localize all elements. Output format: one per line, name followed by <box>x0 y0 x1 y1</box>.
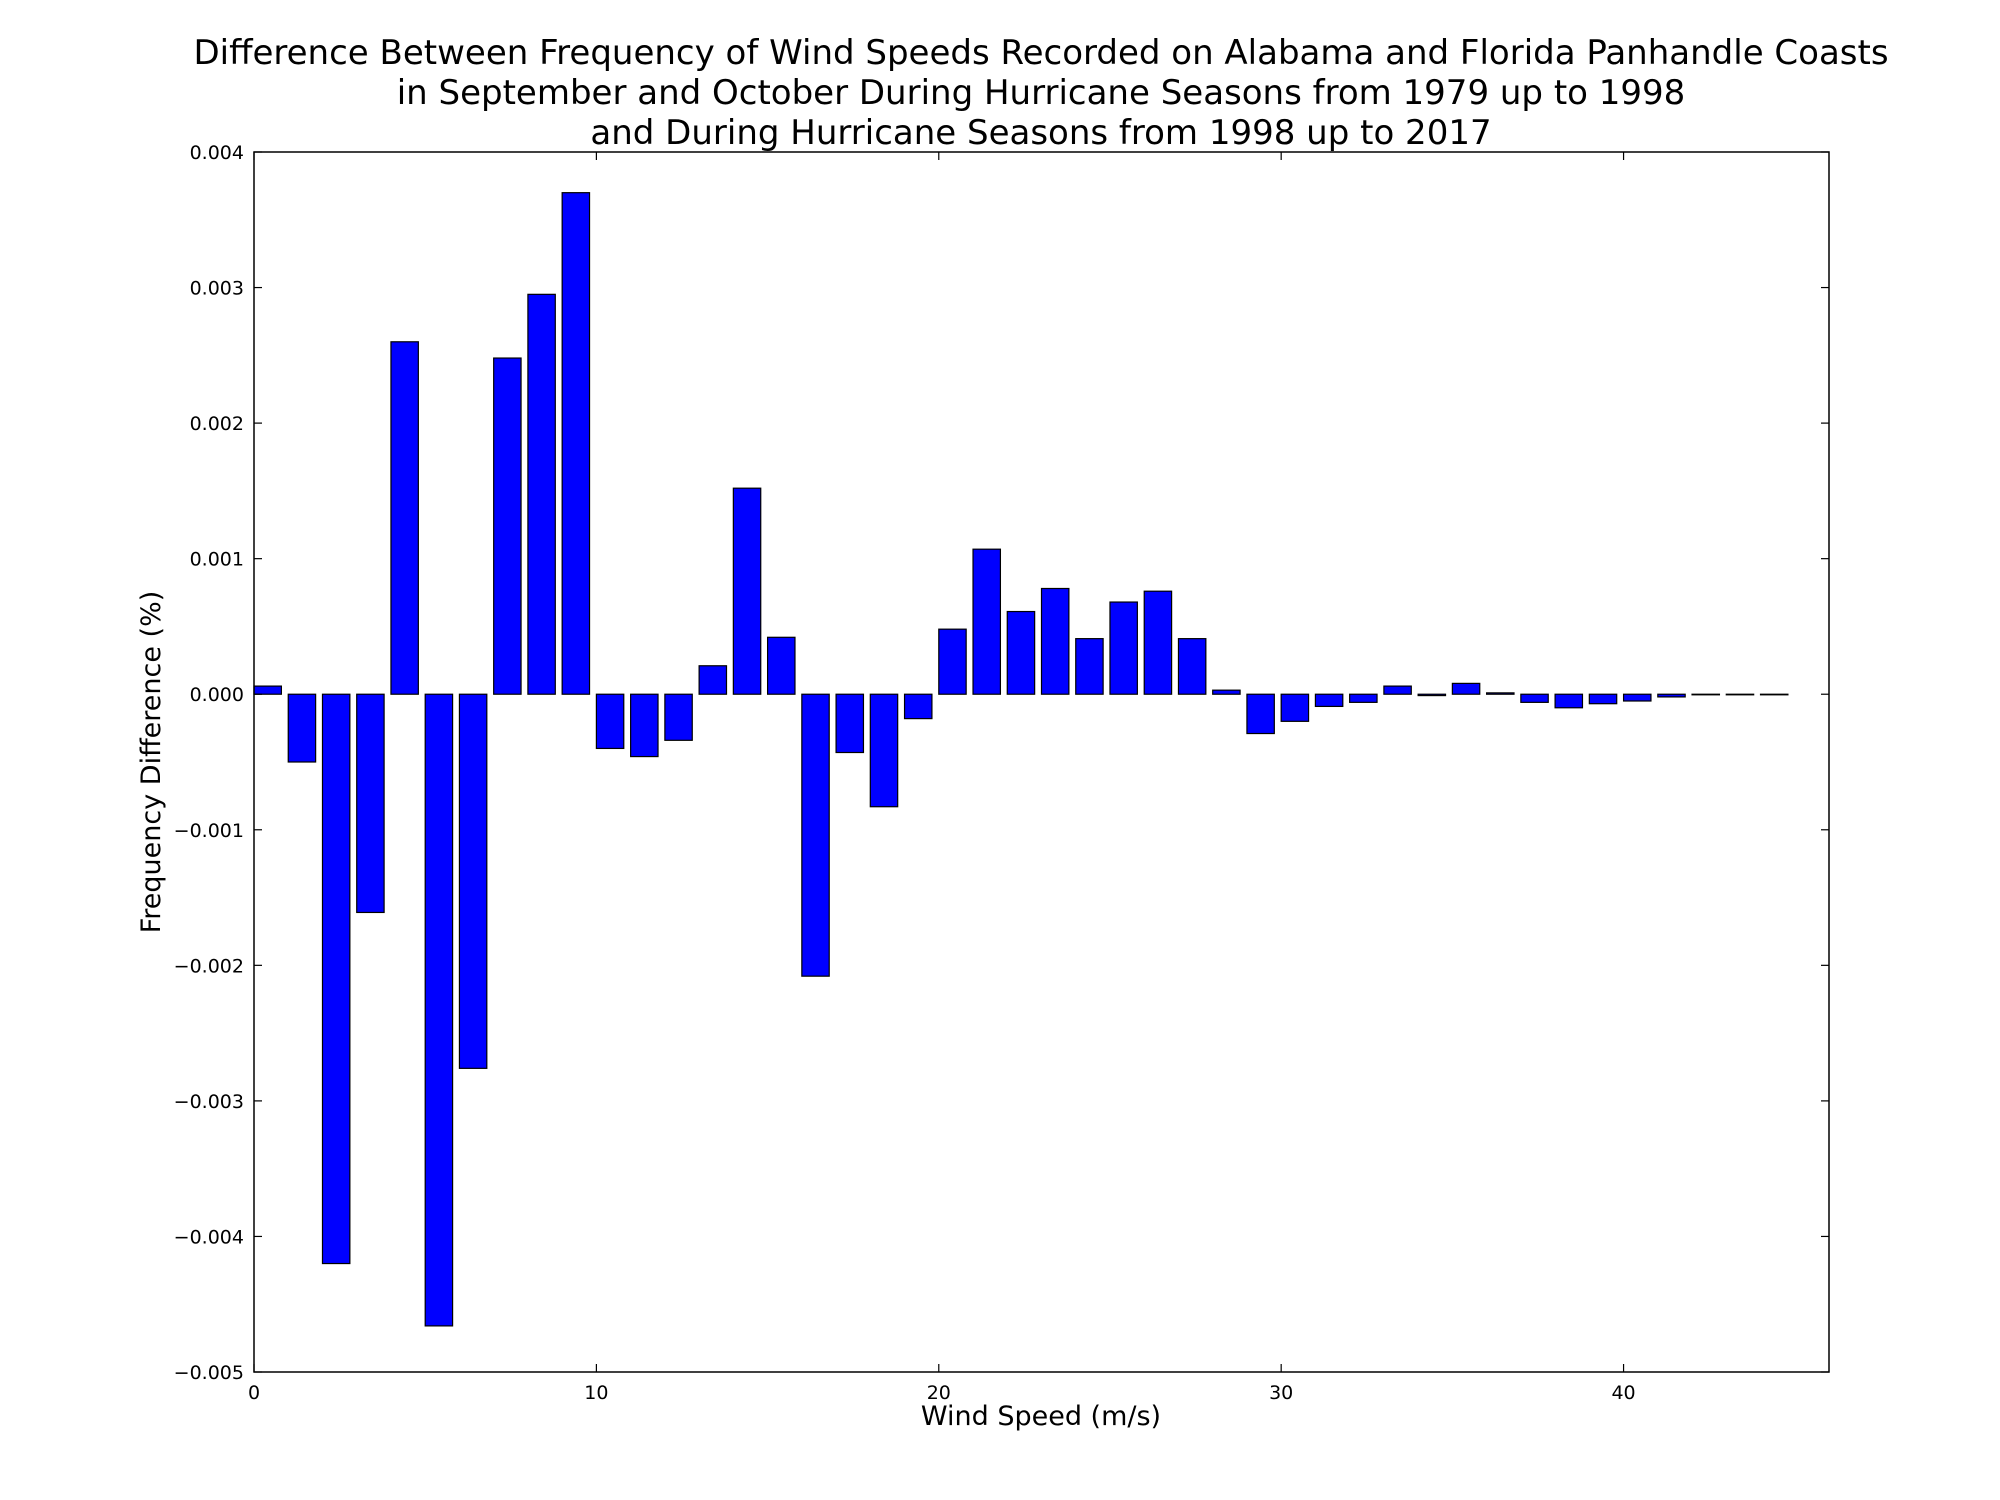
bar-24 <box>1075 638 1104 695</box>
bar-36 <box>1486 692 1515 695</box>
bar-0 <box>253 685 282 695</box>
bar-25 <box>1109 601 1138 695</box>
bar-11 <box>630 693 659 758</box>
y-tick-label: 0.001 <box>190 549 244 571</box>
bar-series <box>253 192 1789 1327</box>
bar-27 <box>1177 638 1207 695</box>
bar-30 <box>1280 693 1310 722</box>
bar-29 <box>1246 693 1275 735</box>
chart-title-line-3: and During Hurricane Seasons from 1998 u… <box>590 113 1491 153</box>
y-tick-label: 0.000 <box>190 684 244 706</box>
bar-9 <box>561 192 591 695</box>
chart-title-line-2: in September and October During Hurrican… <box>397 73 1686 113</box>
bar-40 <box>1622 693 1652 702</box>
bar-4 <box>390 341 419 695</box>
bar-2 <box>321 693 351 1265</box>
bar-32 <box>1349 693 1378 703</box>
x-tick-label: 0 <box>248 1382 260 1404</box>
y-tick-label: 0.002 <box>190 413 244 435</box>
bar-19 <box>903 693 933 720</box>
x-tick-label: 40 <box>1611 1382 1635 1404</box>
bar-18 <box>869 693 899 808</box>
bar-44 <box>1759 693 1789 696</box>
bar-28 <box>1212 689 1241 695</box>
bar-13 <box>698 665 728 695</box>
bar-17 <box>835 693 865 754</box>
x-tick-label: 20 <box>927 1382 951 1404</box>
bar-22 <box>1006 610 1036 695</box>
y-tick-label: −0.005 <box>174 1362 244 1384</box>
x-tick-label: 10 <box>584 1382 608 1404</box>
bar-42 <box>1691 693 1721 696</box>
x-tick-label: 30 <box>1269 1382 1293 1404</box>
bar-21 <box>972 548 1002 695</box>
y-tick-label: −0.003 <box>174 1091 244 1113</box>
bar-39 <box>1588 693 1618 705</box>
bar-33 <box>1383 685 1412 695</box>
bar-1 <box>287 693 317 763</box>
bar-5 <box>424 693 454 1327</box>
y-tick-label: −0.001 <box>174 820 244 842</box>
chart-title: Difference Between Frequency of Wind Spe… <box>193 33 1888 153</box>
bar-37 <box>1520 693 1549 703</box>
bar-20 <box>938 628 967 695</box>
y-tick-label: −0.004 <box>174 1226 244 1248</box>
bar-41 <box>1657 693 1686 698</box>
y-axis-ticks: −0.005 −0.004 −0.003 −0.002 −0.001 0.000 0.001… <box>174 142 1829 1384</box>
x-axis-ticks: 0 10 20 30 40 <box>248 152 1636 1404</box>
chart-title-line-1: Difference Between Frequency of Wind Spe… <box>193 33 1888 73</box>
bar-10 <box>595 693 625 750</box>
bar-7 <box>493 357 522 695</box>
bar-6 <box>458 693 488 1069</box>
bar-35 <box>1451 682 1481 695</box>
x-axis-label: Wind Speed (m/s) <box>921 1401 1161 1432</box>
y-tick-label: 0.003 <box>190 278 244 300</box>
bar-26 <box>1143 590 1173 695</box>
bar-31 <box>1314 693 1344 708</box>
plot-frame <box>253 151 1830 1373</box>
bar-23 <box>1040 587 1070 695</box>
y-tick-label: 0.004 <box>190 142 244 164</box>
bar-12 <box>664 693 693 741</box>
bar-15 <box>766 636 796 695</box>
bar-14 <box>732 487 762 695</box>
y-axis-label: Frequency Difference (%) <box>136 591 167 934</box>
bar-3 <box>356 693 385 914</box>
y-tick-label: −0.002 <box>174 955 244 977</box>
bar-16 <box>801 693 830 977</box>
bar-8 <box>527 293 556 695</box>
bar-38 <box>1554 693 1584 709</box>
bar-43 <box>1725 693 1755 696</box>
bar-34 <box>1417 693 1447 697</box>
